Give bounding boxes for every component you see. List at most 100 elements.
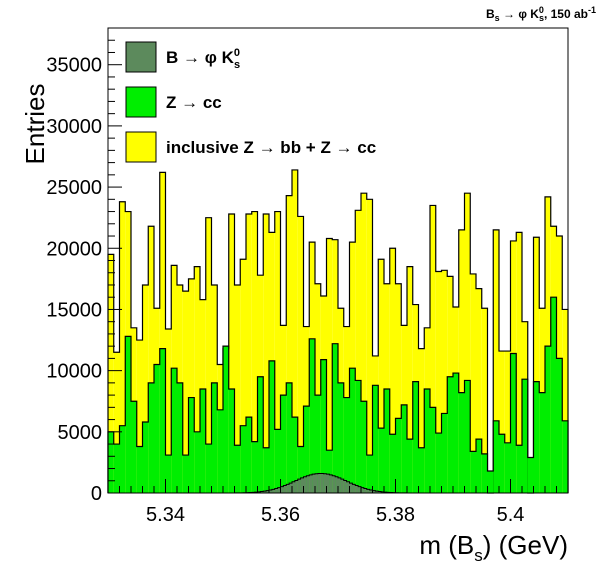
x-tick-label: 5.34 <box>146 504 185 526</box>
zcc-bar <box>338 382 344 493</box>
inclusive-bar <box>504 351 511 493</box>
legend-label-inclusive: inclusive Z → bb + Z → cc <box>166 138 376 157</box>
signal-bar <box>320 473 324 493</box>
inclusive-bar <box>458 229 465 493</box>
zcc-bar <box>292 417 298 493</box>
inclusive-bar <box>418 348 425 493</box>
inclusive-bar <box>470 273 476 493</box>
x-tick-label: 5.36 <box>261 504 300 526</box>
inclusive-bar <box>159 172 166 494</box>
legend-swatch-signal <box>125 41 157 73</box>
zcc-bar <box>315 395 321 493</box>
zcc-bar <box>234 445 241 493</box>
zcc-bar <box>447 376 453 493</box>
zcc-bar <box>108 431 114 493</box>
signal-bar <box>300 477 304 493</box>
zcc-bar <box>453 373 459 493</box>
inclusive-bar <box>384 283 390 493</box>
legend: B → φ K0 s Z → cc inclusive Z → bb + Z → … <box>125 41 376 163</box>
zcc-bar <box>533 381 540 493</box>
signal-bar <box>338 477 341 493</box>
inclusive-bar <box>148 226 154 493</box>
signal-bar <box>294 480 298 493</box>
zcc-bar <box>430 407 436 493</box>
inclusive-bar <box>493 229 499 493</box>
zcc-bar <box>550 297 557 493</box>
signal-bar <box>263 491 267 493</box>
signal-bar <box>363 488 367 493</box>
y-tick-label: 35000 <box>46 55 102 77</box>
y-tick-label: 10000 <box>46 361 102 383</box>
inclusive-bar <box>119 201 126 493</box>
zcc-bar <box>200 388 206 493</box>
zcc-bar <box>435 433 442 493</box>
zcc-bar <box>539 392 545 493</box>
signal-bar <box>335 476 338 493</box>
zcc-bar <box>257 376 264 493</box>
inclusive-bar <box>113 352 120 493</box>
inclusive-bar <box>464 193 471 493</box>
zcc-bar <box>401 404 407 493</box>
inclusive-bar <box>355 210 361 493</box>
inclusive-bar <box>240 259 246 493</box>
signal-bar <box>280 486 284 493</box>
zcc-bar <box>274 429 281 493</box>
inclusive-bar <box>205 217 212 493</box>
legend-label-zcc: Z → cc <box>166 93 222 112</box>
inclusive-bar <box>292 169 298 493</box>
inclusive-bar <box>234 284 241 493</box>
inclusive-bar <box>297 216 304 493</box>
signal-bar <box>312 474 315 493</box>
y-tick-label: 5000 <box>58 422 103 444</box>
inclusive-bar <box>274 211 281 494</box>
x-tick-labels: 5.34 5.36 5.38 5.4 <box>146 504 524 526</box>
zcc-bar <box>125 336 131 493</box>
zcc-bar <box>148 382 154 493</box>
inclusive-bar <box>326 238 333 493</box>
signal-bar <box>343 480 347 493</box>
zcc-bar <box>240 425 246 493</box>
signal-bar <box>317 473 321 493</box>
signal-bar <box>355 485 359 493</box>
signal-bar <box>332 475 336 493</box>
signal-bar <box>358 486 361 493</box>
y-tick-labels: 0 5000 10000 15000 20000 25000 30000 35000 <box>46 55 102 505</box>
legend-label-signal: B → φ K0 s <box>166 47 240 71</box>
signal-outline <box>222 472 419 494</box>
zcc-bar <box>355 380 361 493</box>
zcc-bar <box>458 392 465 493</box>
signal-bar <box>289 483 292 493</box>
zcc-bar <box>119 425 126 493</box>
zcc-bar <box>343 397 350 493</box>
zcc-bar <box>223 346 229 493</box>
signal-bar <box>286 484 290 493</box>
zcc-bar <box>194 431 200 493</box>
y-tick-label: 0 <box>91 483 102 505</box>
inclusive-bar <box>476 288 482 493</box>
signal-bar <box>271 489 275 493</box>
inclusive-bar <box>188 278 195 493</box>
inclusive-bar <box>407 266 413 493</box>
inclusive-bar <box>228 214 235 493</box>
zcc-bar <box>361 401 367 493</box>
signal-bar <box>349 483 353 493</box>
zcc-bar <box>131 401 137 493</box>
zcc-bar <box>188 397 195 493</box>
zcc-bar <box>251 441 258 493</box>
zcc-bar <box>522 379 528 493</box>
signal-bar <box>283 485 287 493</box>
zcc-bar <box>389 434 396 493</box>
signal-bar <box>274 488 278 493</box>
zcc-bar <box>545 346 551 493</box>
axis-ticks <box>107 39 569 494</box>
x-tick-label: 5.4 <box>497 504 525 526</box>
y-tick-label: 15000 <box>46 299 102 321</box>
inclusive-bar <box>246 214 252 493</box>
zcc-bar <box>418 447 425 493</box>
zcc-bar <box>366 455 373 493</box>
zcc-bar <box>326 450 333 493</box>
zcc-bar <box>113 444 120 493</box>
zcc-bar <box>424 388 430 493</box>
inclusive-bar <box>533 237 540 493</box>
